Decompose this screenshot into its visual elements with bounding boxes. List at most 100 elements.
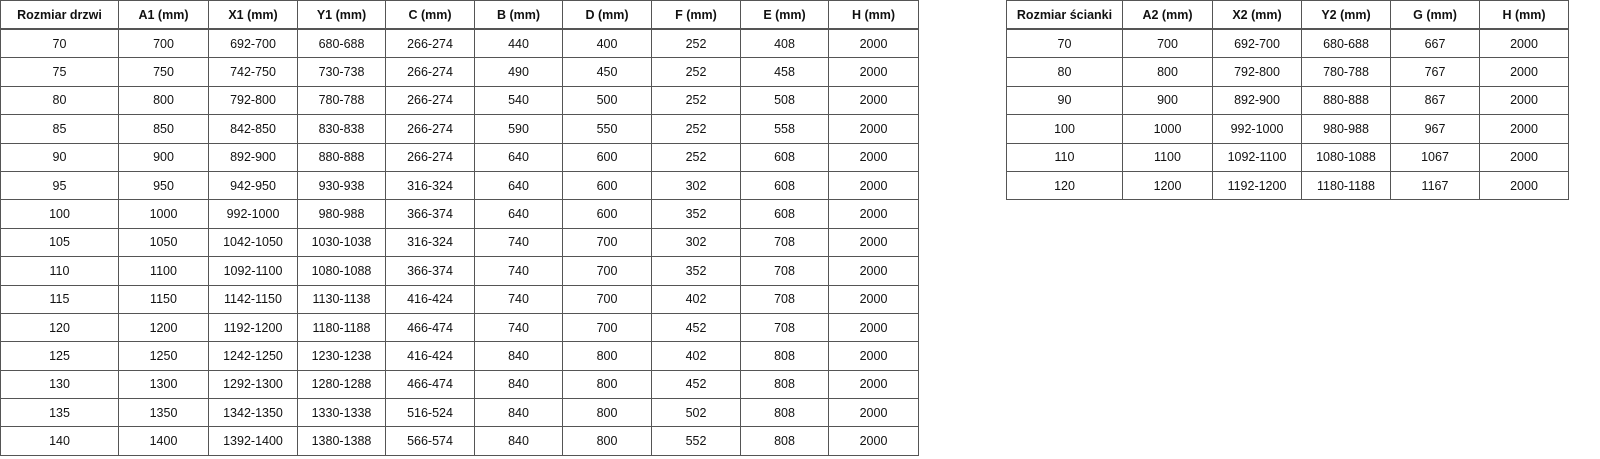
table-cell: 808: [740, 426, 829, 456]
table-row: 105 1050 1042-1050 1030-1038 316-324 740 700 30…: [0, 227, 919, 258]
table-cell: 700: [562, 312, 652, 343]
column-header: A1 (mm): [118, 0, 209, 30]
table-cell: 1080-1088: [297, 256, 386, 286]
table-cell: 1230-1238: [297, 341, 386, 371]
table-cell: 708: [740, 256, 829, 286]
table-cell: 416-424: [385, 341, 475, 371]
table-cell: 600: [562, 142, 652, 172]
table-cell: 1342-1350: [208, 398, 298, 428]
table-cell: 266-274: [385, 28, 475, 59]
table-cell: 780-788: [297, 85, 386, 116]
table-row: 100 1000 992-1000 980-988 967 2000: [1006, 114, 1569, 144]
table-cell: 252: [651, 57, 741, 87]
table-cell: 942-950: [208, 170, 298, 201]
table-cell: 980-988: [1301, 114, 1391, 144]
table-cell: 808: [740, 341, 829, 371]
table-cell: 1300: [118, 369, 209, 400]
table-cell: 740: [474, 227, 563, 258]
column-header: X1 (mm): [208, 0, 298, 30]
table-cell: 566-574: [385, 426, 475, 456]
table-row: 100 1000 992-1000 980-988 366-374 640 600 352 60…: [0, 199, 919, 229]
table-cell: 792-800: [208, 85, 298, 116]
table-cell: 808: [740, 369, 829, 400]
table-cell: 1100: [1122, 142, 1213, 172]
table-cell: 316-324: [385, 170, 475, 201]
table-cell: 700: [562, 227, 652, 258]
table-cell: 1142-1150: [208, 284, 298, 314]
table-cell: 80: [0, 85, 119, 116]
column-header: Rozmiar drzwi: [0, 0, 119, 30]
table-cell: 708: [740, 284, 829, 314]
table-cell: 600: [562, 199, 652, 229]
table-cell: 502: [651, 398, 741, 428]
table-cell: 540: [474, 85, 563, 116]
table-cell: 640: [474, 199, 563, 229]
table-cell: 2000: [828, 170, 919, 201]
table-cell: 930-938: [297, 170, 386, 201]
column-header: Rozmiar ścianki: [1006, 0, 1123, 30]
table-row: 80 800 792-800 780-788 767 2000: [1006, 57, 1569, 87]
door-dimensions-table: Rozmiar drzwi A1 (mm) X1 (mm) Y1 (mm) C (mm)…: [0, 0, 919, 456]
table-cell: 516-524: [385, 398, 475, 428]
table-cell: 490: [474, 57, 563, 87]
table-cell: 867: [1390, 85, 1480, 116]
table-cell: 792-800: [1212, 57, 1302, 87]
table-cell: 740: [474, 284, 563, 314]
table-cell: 840: [474, 341, 563, 371]
table-cell: 440: [474, 28, 563, 59]
table-cell: 767: [1390, 57, 1480, 87]
table-cell: 1392-1400: [208, 426, 298, 456]
table-cell: 85: [0, 114, 119, 144]
table-cell: 466-474: [385, 369, 475, 400]
table-cell: 2000: [828, 199, 919, 229]
table-cell: 1192-1200: [1212, 170, 1302, 201]
table-cell: 266-274: [385, 85, 475, 116]
table-row: 135 1350 1342-1350 1330-1338 516-524 840 800 50…: [0, 398, 919, 428]
table-cell: 1100: [118, 256, 209, 286]
table-cell: 1250: [118, 341, 209, 371]
table-cell: 1200: [1122, 170, 1213, 201]
table-cell: 900: [118, 142, 209, 172]
table-cell: 2000: [1479, 85, 1569, 116]
table-cell: 692-700: [208, 28, 298, 59]
table-cell: 400: [562, 28, 652, 59]
table-cell: 640: [474, 142, 563, 172]
table-cell: 900: [1122, 85, 1213, 116]
column-header: G (mm): [1390, 0, 1480, 30]
table-cell: 130: [0, 369, 119, 400]
table-cell: 302: [651, 170, 741, 201]
table-cell: 402: [651, 284, 741, 314]
column-header: H (mm): [1479, 0, 1569, 30]
column-header: A2 (mm): [1122, 0, 1213, 30]
table-cell: 252: [651, 28, 741, 59]
header-row: Rozmiar ścianki A2 (mm) X2 (mm) Y2 (mm) G (m…: [1006, 0, 1569, 30]
table-cell: 352: [651, 199, 741, 229]
table-row: 110 1100 1092-1100 1080-1088 366-374 740 700 35…: [0, 256, 919, 286]
table-row: 70 700 692-700 680-688 667 2000: [1006, 28, 1569, 59]
table-cell: 2000: [1479, 170, 1569, 201]
table-row: 125 1250 1242-1250 1230-1238 416-424 840 800 40…: [0, 341, 919, 371]
table-row: 90 900 892-900 880-888 867 2000: [1006, 85, 1569, 116]
table-cell: 700: [562, 256, 652, 286]
table-cell: 408: [740, 28, 829, 59]
table-cell: 452: [651, 369, 741, 400]
table-cell: 608: [740, 199, 829, 229]
table-cell: 840: [474, 369, 563, 400]
table-cell: 105: [0, 227, 119, 258]
table-cell: 70: [0, 28, 119, 59]
table-cell: 692-700: [1212, 28, 1302, 59]
table-cell: 1042-1050: [208, 227, 298, 258]
table-cell: 608: [740, 170, 829, 201]
table-cell: 1150: [118, 284, 209, 314]
table-cell: 800: [562, 426, 652, 456]
table-row: 70 700 692-700 680-688 266-274 440 400 252 408 20…: [0, 28, 919, 59]
table-cell: 2000: [828, 256, 919, 286]
table-cell: 266-274: [385, 114, 475, 144]
panel-dimensions-table: Rozmiar ścianki A2 (mm) X2 (mm) Y2 (mm) G (m…: [1006, 0, 1569, 201]
table-cell: 1280-1288: [297, 369, 386, 400]
table-cell: 1030-1038: [297, 227, 386, 258]
table-cell: 452: [651, 312, 741, 343]
table-cell: 1092-1100: [1212, 142, 1302, 172]
table-cell: 700: [118, 28, 209, 59]
table-cell: 366-374: [385, 199, 475, 229]
